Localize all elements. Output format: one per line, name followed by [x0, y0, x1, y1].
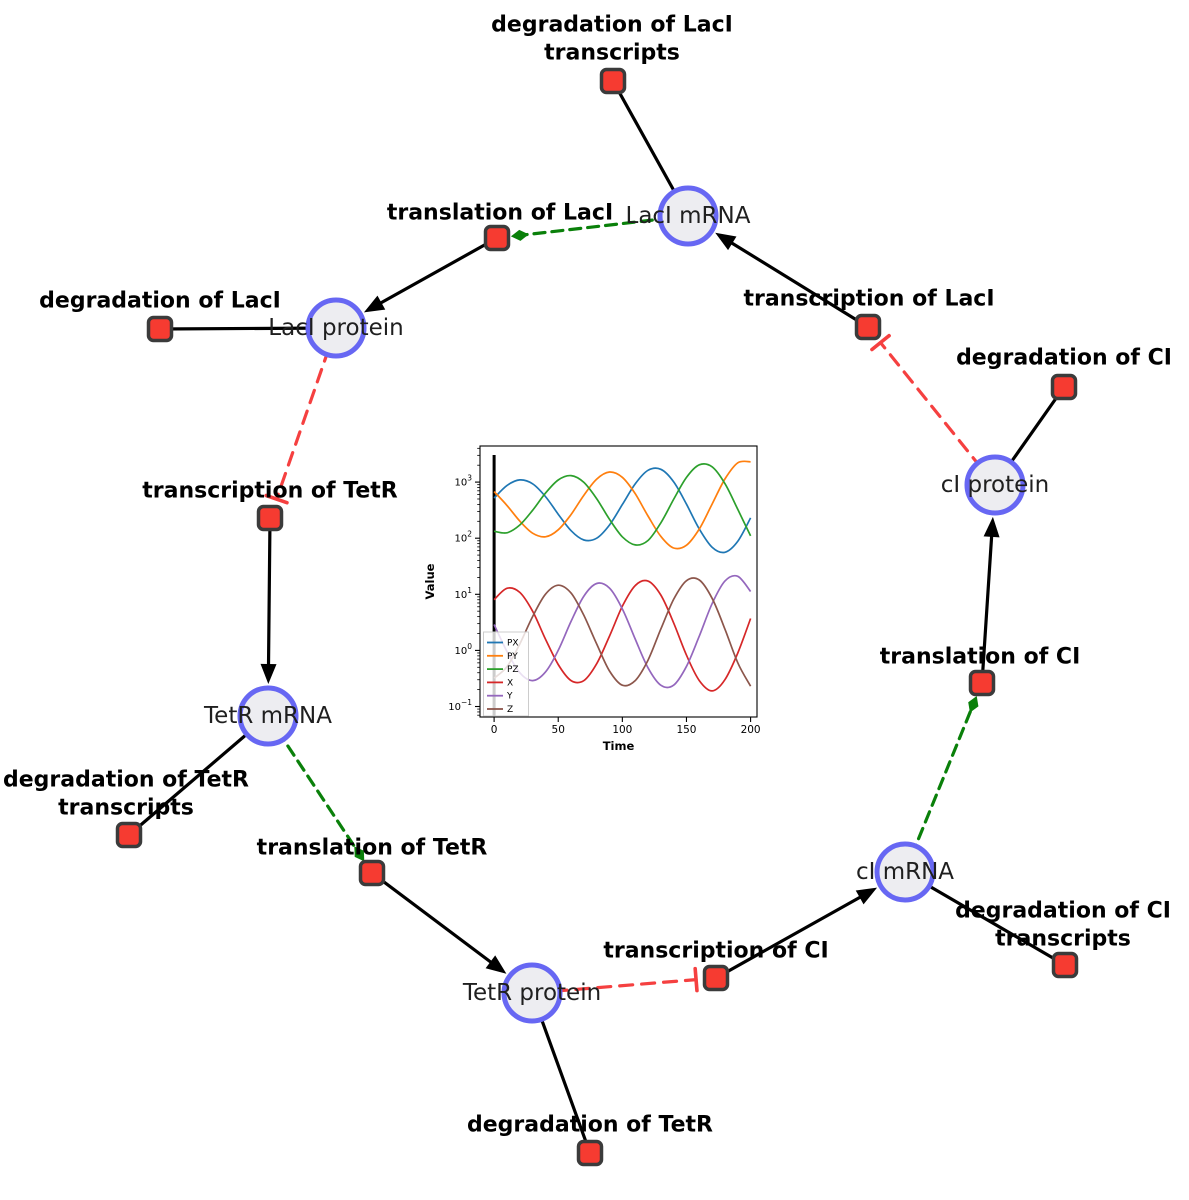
legend-label-X: X [507, 678, 513, 688]
species-node-ci-mrna [874, 841, 936, 903]
edge-transcr_tetr-tetr_mrna [266, 516, 272, 669]
series-layer [493, 460, 752, 692]
reaction-node-deg-laci-tx [599, 67, 627, 95]
reaction-label-deg-laci-tx: degradation of LacI [491, 13, 733, 38]
series-path-Z [493, 577, 752, 687]
edge-transcr_ci-ci_mrna [714, 894, 864, 980]
y-axis-tick-label: 102 [454, 530, 472, 545]
edge-ci_mrna-transl_ci-diamond-arrowhead [968, 695, 979, 713]
edge-transcr_ci-ci_mrna-arrowhead [855, 887, 878, 905]
edge-transl_tetr-tetr_protein [370, 871, 495, 966]
y-axis-tick-label: 103 [454, 474, 472, 489]
edge-transl_laci-laci_protein [377, 236, 499, 306]
series-path-PY [493, 460, 751, 550]
reaction-node-deg-tetr [576, 1139, 604, 1167]
species-node-tetr-mrna [237, 685, 299, 747]
edge-transl_ci-ci_protein [980, 532, 994, 685]
series-path-PZ [493, 463, 752, 546]
edge-tetr_mrna-transl_tetr-diamond-arrowhead [354, 846, 365, 862]
reaction-label-deg-tetr-tx: degradation of TetR [3, 768, 249, 793]
species-node-laci-protein [305, 297, 367, 359]
x-axis-tick-label: 150 [676, 724, 696, 736]
edge-transcr_laci-laci_mrna [728, 240, 870, 329]
species-label-ci-mrna: cI mRNA [856, 859, 954, 885]
reaction-label-transl-tetr: translation of TetR [257, 836, 488, 861]
species-label-ci-protein: cI protein [941, 472, 1050, 498]
series-path-X [493, 579, 752, 692]
x-axis-tick-label: 50 [552, 724, 565, 736]
species-node-laci-mrna [657, 185, 719, 247]
x-axis-title: Time [603, 739, 635, 753]
reaction-node-transcr-tetr [256, 504, 284, 532]
edge-ci_mrna-deg_ci_tx [903, 870, 1067, 967]
reaction-node-transl-ci [968, 669, 996, 697]
reaction-node-deg-tetr-tx [115, 821, 143, 849]
reaction-label-transcr-laci: transcription of LacI [743, 287, 994, 312]
reaction-label-deg-ci-tx: degradation of CI [955, 899, 1171, 924]
reaction-label-deg-ci-tx: transcripts [995, 927, 1131, 952]
x-axis-tick-label: 0 [491, 724, 498, 736]
y-axis-tick-label: 10−1 [448, 698, 472, 713]
edge-tetr_protein-transcr_ci-tbar-inhibitor [693, 966, 699, 993]
species-label-tetr-mrna: TetR mRNA [203, 703, 332, 729]
series-path-Y [493, 574, 752, 689]
edge-transcr_laci-laci_mrna-arrowhead [715, 232, 737, 251]
y-axis-tick-label: 100 [454, 642, 472, 657]
species-label-laci-mrna: LacI mRNA [626, 203, 751, 229]
x-axis-tick-label: 100 [612, 724, 632, 736]
reaction-node-transl-laci [483, 224, 511, 252]
series-path-PX [493, 467, 752, 554]
reaction-node-transl-tetr [358, 859, 386, 887]
reaction-label-deg-ci: degradation of CI [956, 346, 1172, 371]
legend-label-PY: PY [507, 652, 518, 662]
legend-label-PX: PX [507, 639, 519, 649]
species-label-laci-protein: LacI protein [268, 315, 403, 341]
edge-transl_laci-laci_protein-arrowhead [363, 295, 386, 313]
species-node-ci-protein [964, 454, 1026, 516]
legend-label-Y: Y [506, 692, 513, 702]
reaction-label-deg-tetr-tx: transcripts [58, 796, 194, 821]
labels-layer: degradation of LacI transcripts translatio… [3, 13, 1172, 1138]
edge-transl_tetr-tetr_protein-arrowhead [485, 955, 507, 974]
species-label-tetr-protein: TetR protein [462, 980, 601, 1006]
legend-label-Z: Z [507, 705, 513, 715]
edge-ci_protein-transcr_laci-tbar-inhibitor [870, 333, 891, 352]
reaction-node-deg-ci-tx [1051, 951, 1079, 979]
edge-laci_protein-transcr_tetr-tbar-inhibitor [264, 493, 289, 505]
species-node-tetr-protein [501, 962, 563, 1024]
reaction-label-deg-tetr: degradation of TetR [467, 1113, 713, 1138]
legend-box [483, 631, 529, 717]
edge-transl_ci-ci_protein-arrowhead [983, 516, 1000, 538]
reaction-label-transl-ci: translation of CI [880, 645, 1081, 670]
edge-transcr_tetr-tetr_mrna-arrowhead [260, 663, 277, 685]
y-axis-title: Value [423, 563, 437, 599]
reaction-label-transcr-tetr: transcription of TetR [142, 479, 398, 504]
reaction-label-deg-laci: degradation of LacI [39, 289, 281, 314]
reaction-node-transcr-ci [702, 964, 730, 992]
legend-label-PZ: PZ [507, 665, 519, 675]
reaction-label-transcr-ci: transcription of CI [603, 939, 828, 964]
legend: PX PY PZ XYZ [483, 631, 529, 717]
nodes-layer [115, 67, 1079, 1167]
reaction-node-transcr-laci [854, 313, 882, 341]
reaction-node-deg-ci [1050, 373, 1078, 401]
reaction-node-deg-laci [146, 315, 174, 343]
edge-laci_mrna-transl_laci-diamond-arrowhead [510, 229, 529, 241]
y-axis-tick-label: 101 [454, 586, 472, 601]
reaction-label-deg-laci-tx: transcripts [544, 41, 680, 66]
x-axis-tick-label: 200 [741, 724, 761, 736]
reaction-label-transl-laci: translation of LacI [387, 201, 613, 226]
